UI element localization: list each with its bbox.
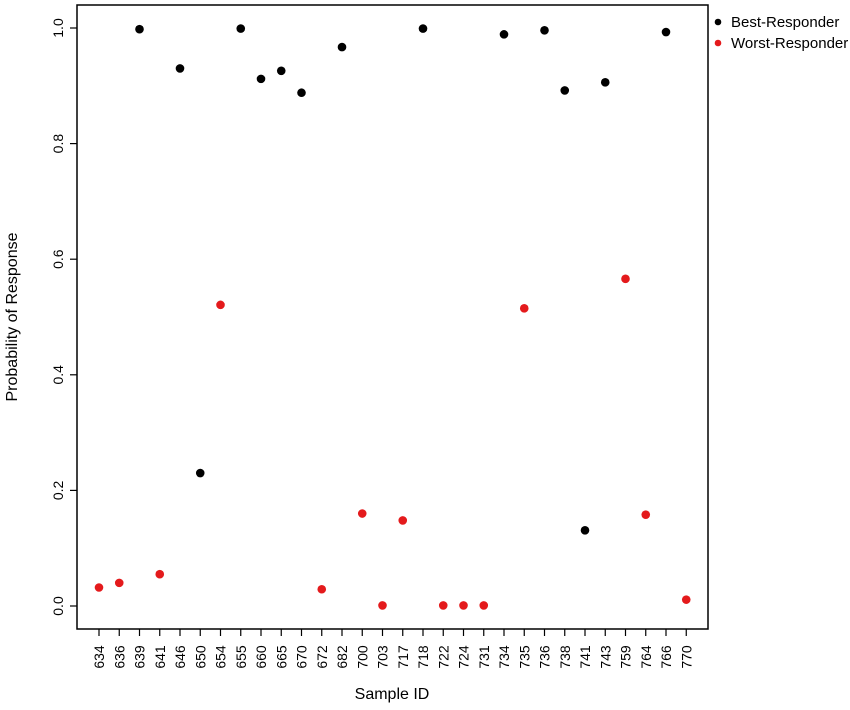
data-point (580, 525, 590, 535)
x-axis: 634 636 639 641 646 650 654 655 660 665 670 672 682 7… (91, 629, 694, 669)
x-tick-label: 646 (172, 645, 188, 669)
data-point (155, 569, 165, 579)
x-tick-label: 743 (597, 645, 613, 669)
x-tick-label: 731 (476, 645, 492, 669)
data-point (681, 595, 691, 604)
x-tick-label: 734 (496, 645, 512, 669)
x-tick-label: 735 (516, 645, 532, 669)
y-tick-label: 0.4 (50, 365, 66, 385)
y-tick-label: 0.8 (50, 134, 66, 154)
legend: Best-Responder Worst-Responder (714, 14, 848, 52)
y-axis: 0.0 0.2 0.4 0.6 0.8 1.0 (50, 18, 77, 616)
data-point (297, 88, 306, 98)
y-tick-label: 0.2 (50, 480, 66, 500)
data-point (114, 578, 124, 588)
x-tick-label: 634 (91, 645, 107, 669)
x-tick-label: 741 (577, 645, 593, 669)
x-tick-label: 700 (354, 645, 370, 669)
data-point (661, 27, 671, 37)
data-point (519, 304, 529, 313)
x-tick-label: 650 (192, 645, 208, 669)
x-tick-label: 759 (618, 645, 634, 669)
x-tick-label: 639 (132, 645, 148, 669)
data-point (540, 26, 549, 35)
legend-marker (714, 18, 722, 26)
x-tick-label: 736 (537, 645, 553, 669)
data-point (378, 601, 387, 610)
data-point (276, 66, 286, 76)
x-tick-label: 665 (273, 645, 289, 669)
x-tick-label: 770 (678, 645, 694, 669)
plot-frame (76, 4, 709, 630)
x-tick-label: 722 (435, 645, 451, 669)
data-point (135, 24, 144, 34)
y-axis-title: Probability of Response (4, 232, 21, 401)
y-tick-label: 1.0 (50, 18, 66, 38)
x-tick-label: 654 (213, 645, 229, 669)
data-point (357, 509, 367, 518)
data-point (600, 78, 610, 87)
x-tick-label: 655 (233, 645, 249, 669)
x-tick-label: 703 (375, 645, 391, 669)
data-point (459, 601, 468, 610)
x-tick-label: 766 (658, 645, 674, 669)
y-tick-label: 0.0 (50, 596, 66, 616)
data-point (398, 516, 408, 525)
legend-label: Worst-Responder (731, 35, 848, 52)
x-tick-label: 738 (557, 645, 573, 669)
x-tick-label: 764 (638, 645, 654, 669)
x-axis-title: Sample ID (355, 686, 430, 703)
data-points (94, 24, 691, 610)
x-tick-label: 718 (415, 645, 431, 669)
data-point (499, 30, 509, 39)
x-tick-label: 641 (152, 645, 168, 669)
x-tick-label: 724 (456, 645, 472, 669)
data-point (560, 86, 570, 95)
data-point (236, 24, 246, 33)
legend-marker (714, 39, 722, 47)
data-point (621, 274, 630, 284)
data-point (317, 584, 327, 594)
y-tick-label: 0.6 (50, 249, 66, 269)
data-point (641, 510, 651, 519)
legend-label: Best-Responder (731, 14, 839, 31)
data-point (438, 601, 448, 610)
data-point (94, 583, 104, 592)
x-tick-label: 670 (294, 645, 310, 669)
x-tick-label: 717 (395, 645, 411, 669)
data-point (337, 42, 347, 52)
data-point (418, 24, 428, 33)
data-point (479, 601, 489, 610)
x-tick-label: 660 (253, 645, 269, 669)
x-tick-label: 672 (314, 645, 330, 669)
data-point (195, 468, 205, 478)
x-tick-label: 636 (111, 645, 127, 669)
data-point (256, 74, 266, 84)
x-tick-label: 682 (334, 645, 350, 669)
data-point (216, 300, 225, 310)
data-point (175, 64, 185, 73)
